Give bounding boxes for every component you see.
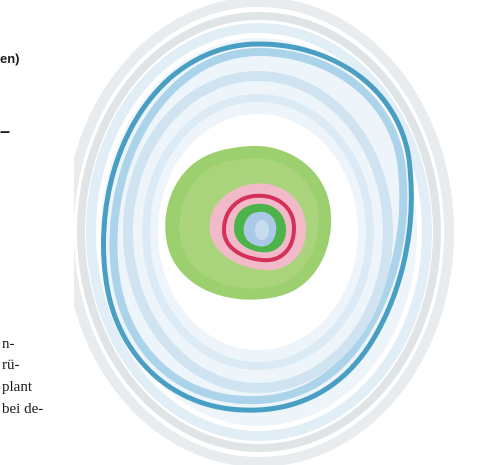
concentric-ring-figure	[74, 0, 454, 465]
light-blue-band-1	[123, 71, 393, 393]
heading-fragment: en)	[0, 51, 20, 66]
pale-blue-ring-outer	[86, 23, 432, 441]
body-text-line-3: plant	[2, 379, 32, 395]
dash-fragment: –	[0, 121, 11, 141]
body-text-line-1: n-	[2, 336, 15, 352]
center-highlight	[255, 220, 269, 240]
dark-teal-ring	[101, 41, 414, 413]
red-ring	[221, 193, 297, 263]
outer-grey-ring-2	[77, 12, 441, 452]
light-blue-band-2	[142, 94, 374, 370]
outer-grey-ring	[74, 0, 454, 465]
body-text-line-4: bei de-	[2, 401, 44, 417]
blue-ring	[109, 47, 408, 405]
body-text-line-2: rü-	[2, 357, 20, 373]
